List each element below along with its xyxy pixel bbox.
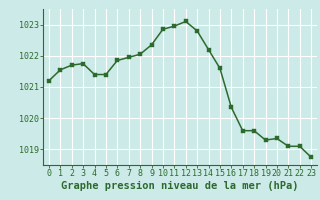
X-axis label: Graphe pression niveau de la mer (hPa): Graphe pression niveau de la mer (hPa) <box>61 181 299 191</box>
